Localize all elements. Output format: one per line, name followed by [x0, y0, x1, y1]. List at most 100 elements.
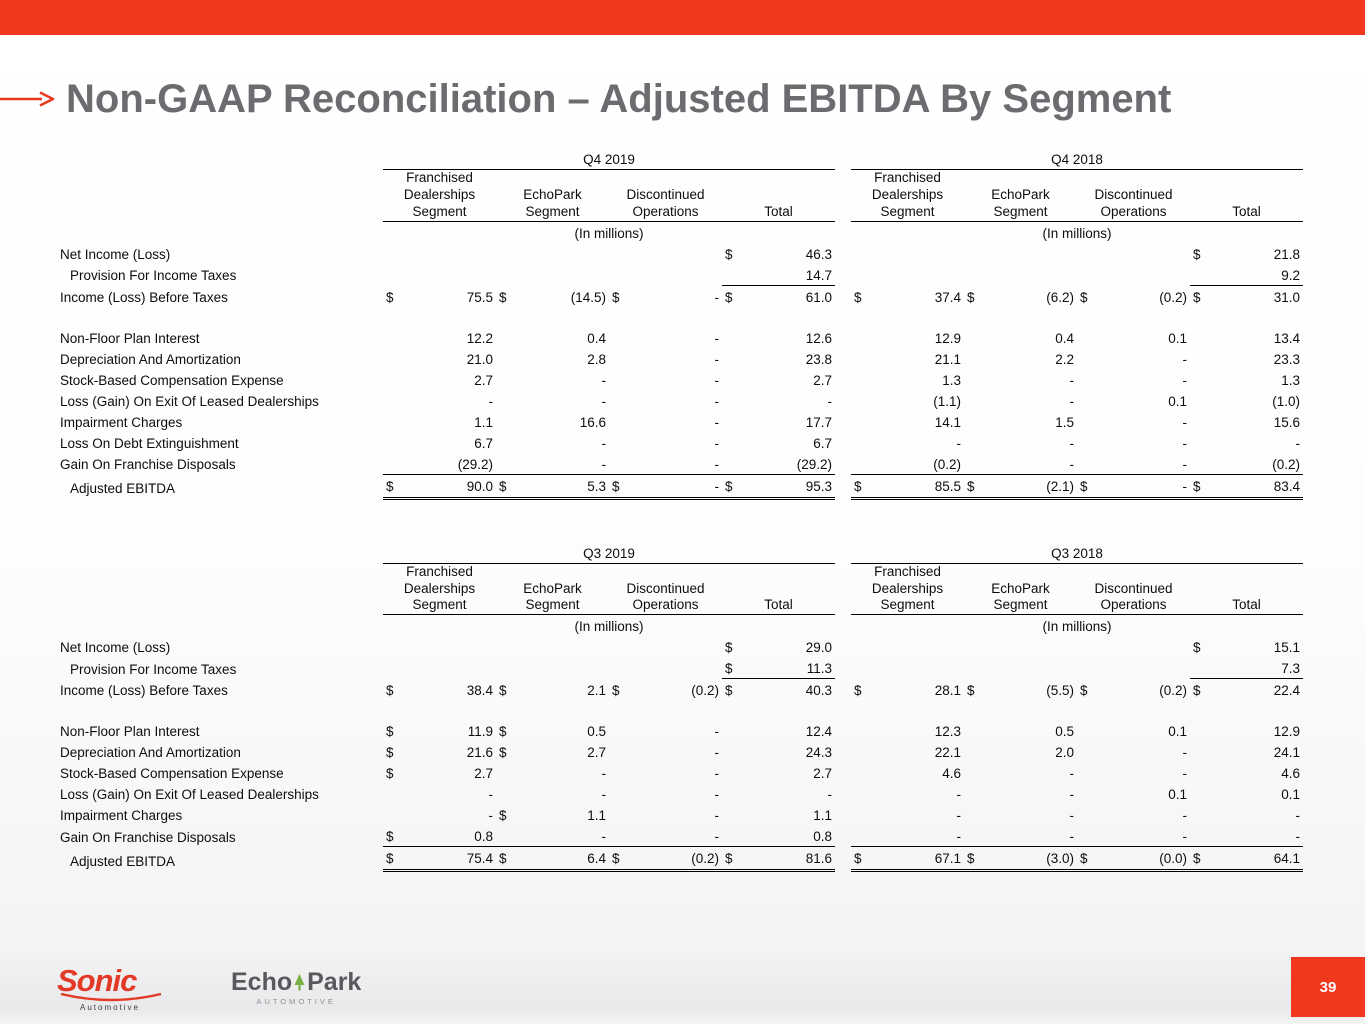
value-cell: [609, 243, 722, 264]
row-label-spacer: [57, 148, 383, 170]
value-cell: -: [1077, 452, 1190, 475]
value-cell: -: [714, 372, 720, 388]
value-cell: -: [964, 452, 1077, 475]
value-cell: $40.3: [725, 683, 832, 699]
group-gap: [835, 615, 851, 637]
group-gap: [835, 369, 851, 390]
value-cell: -: [1069, 372, 1075, 388]
value-cell: -: [1182, 351, 1188, 367]
value-cell: -: [714, 745, 720, 761]
column-header: Total: [722, 169, 835, 222]
row-label: Income (Loss) Before Taxes: [60, 683, 228, 699]
value-cell: -: [1295, 435, 1301, 451]
value-cell: 0.5: [1055, 724, 1074, 740]
value-cell: 0.1: [1281, 787, 1300, 803]
row-label: Depreciation And Amortization: [60, 351, 241, 367]
group-gap: [835, 720, 851, 741]
value-cell: -: [1069, 766, 1075, 782]
value-cell: $2.7: [386, 766, 493, 782]
value-cell: -: [601, 787, 607, 803]
group-gap: [835, 243, 851, 264]
value-cell: [1077, 657, 1190, 679]
sonic-automotive-logo: Sonic Automotive: [57, 965, 163, 1012]
value-cell: -: [714, 351, 720, 367]
value-cell: 6.7: [813, 435, 832, 451]
value-cell: [851, 243, 964, 264]
value-cell: $ (6.2): [967, 289, 1074, 305]
group-gap: [835, 453, 851, 475]
row-label: Provision For Income Taxes: [70, 661, 237, 677]
group-gap: [835, 783, 851, 804]
row-label: Loss (Gain) On Exit Of Leased Dealership…: [60, 393, 319, 409]
value-cell: 2.2: [1055, 351, 1074, 367]
period-header: Q4 2018: [851, 148, 1303, 170]
value-cell: 12.4: [805, 724, 832, 740]
value-cell: -: [714, 808, 720, 824]
column-header: Discontinued Operations: [1077, 169, 1190, 222]
value-cell: -: [956, 808, 962, 824]
column-header: Franchised Dealerships Segment: [383, 563, 496, 616]
value-cell: [383, 243, 496, 264]
value-cell: (0.2): [1190, 452, 1303, 475]
financial-table-q3-2019: Q3 2019 Q3 2018 Franchised Dealerships Segme…: [57, 541, 1303, 873]
value-cell: 21.1: [934, 351, 961, 367]
value-cell: -: [496, 452, 609, 475]
row-label: Net Income (Loss): [60, 640, 171, 656]
group-gap: [835, 741, 851, 762]
value-cell: $37.4: [854, 289, 961, 305]
column-header: EchoPark Segment: [964, 169, 1077, 222]
column-header: Discontinued Operations: [609, 169, 722, 222]
value-cell: 2.8: [587, 351, 606, 367]
value-cell: 0.1: [1168, 330, 1187, 346]
value-cell: $ (0.2): [609, 846, 722, 873]
value-cell: -: [1182, 766, 1188, 782]
value-cell: [383, 657, 496, 679]
value-cell: $15.1: [1193, 640, 1300, 656]
value-cell: $95.3: [722, 474, 835, 500]
group-gap: [835, 390, 851, 411]
value-cell: $ (14.5): [499, 289, 606, 305]
value-cell: 15.6: [1273, 414, 1300, 430]
column-header: Franchised Dealerships Segment: [851, 169, 964, 222]
group-gap: [835, 847, 851, 871]
value-cell: $11.3: [722, 657, 835, 680]
value-cell: 1.3: [942, 372, 961, 388]
value-cell: $11.9: [386, 724, 493, 740]
value-cell: (29.2): [722, 452, 835, 475]
value-cell: [609, 264, 722, 286]
value-cell: $75.4: [383, 846, 496, 873]
group-gap: [835, 148, 851, 170]
value-cell: [609, 636, 722, 657]
echopark-subtext: AUTOMOTIVE: [256, 997, 336, 1007]
value-cell: -: [964, 825, 1077, 848]
row-label: Gain On Franchise Disposals: [60, 829, 236, 845]
value-cell: $ (0.0): [1077, 846, 1190, 873]
spacer-row: [57, 700, 1303, 720]
value-cell: $ -: [612, 289, 719, 305]
value-cell: -: [1069, 435, 1075, 451]
row-label: Loss (Gain) On Exit Of Leased Dealership…: [60, 787, 319, 803]
value-cell: 7.3: [1190, 657, 1303, 680]
value-cell: [851, 636, 964, 657]
column-header: Total: [1190, 563, 1303, 616]
value-cell: 21.0: [466, 351, 493, 367]
value-cell: 9.2: [1190, 263, 1303, 286]
value-cell: [496, 636, 609, 657]
value-cell: -: [1069, 787, 1075, 803]
sonic-swoosh-icon: [60, 992, 162, 1001]
value-cell: 0.8: [722, 825, 835, 848]
value-cell: 14.7: [722, 263, 835, 286]
value-cell: 16.6: [579, 414, 606, 430]
value-cell: -: [714, 766, 720, 782]
group-gap: [835, 804, 851, 825]
value-cell: $0.5: [499, 724, 606, 740]
group-gap: [835, 679, 851, 701]
value-cell: $81.6: [722, 846, 835, 873]
value-cell: $61.0: [725, 289, 832, 305]
value-cell: $ -: [1077, 474, 1190, 500]
value-cell: $38.4: [386, 683, 493, 699]
sonic-logo-subtext: Automotive: [79, 1002, 141, 1012]
page-number: 39: [1319, 978, 1337, 996]
value-cell: (1.1): [933, 393, 961, 409]
value-cell: -: [488, 787, 494, 803]
